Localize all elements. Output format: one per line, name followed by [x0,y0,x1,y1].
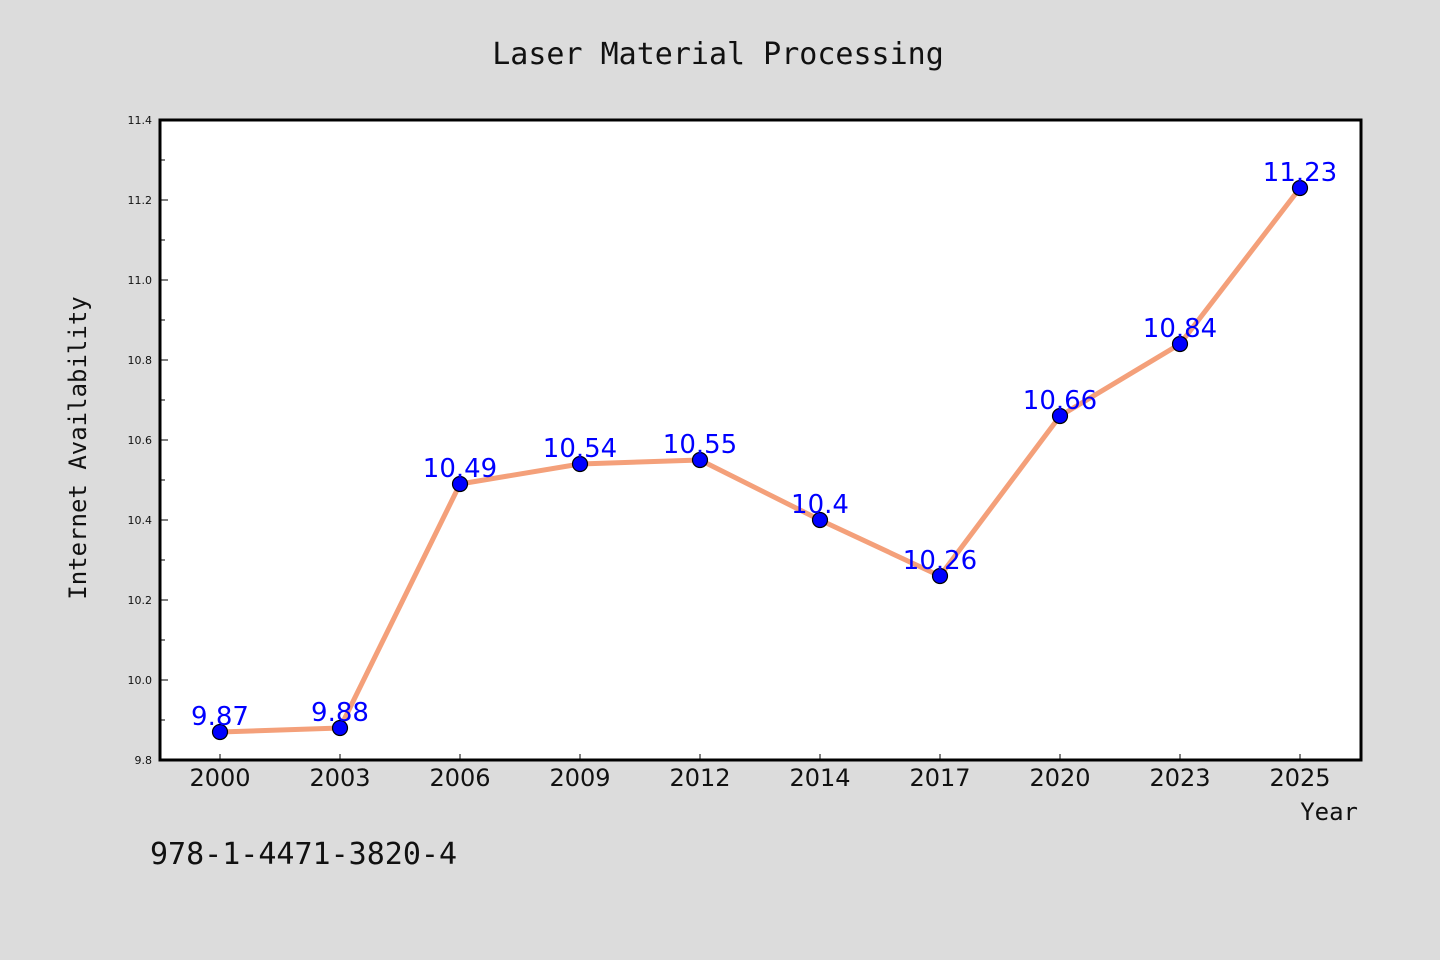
data-label: 9.87 [191,702,249,732]
data-point [1171,335,1189,353]
series-marker-group [211,179,1309,741]
data-point [331,719,349,737]
data-label: 10.4 [791,490,849,520]
data-label: 10.66 [1023,386,1097,416]
x-tick-label: 2006 [429,764,490,792]
data-point [931,567,949,585]
y-tick-label: 10.2 [128,594,153,607]
y-axis-ticks [160,119,168,761]
data-point [1291,179,1309,197]
y-tick-label: 10.0 [128,674,153,687]
data-label: 11.23 [1263,158,1337,188]
data-label: 10.54 [543,434,617,464]
y-tick-label: 9.8 [135,754,153,767]
y-tick-label: 11.4 [128,114,153,127]
x-tick-label: 2025 [1269,764,1330,792]
x-tick-label: 2020 [1029,764,1090,792]
data-point [571,455,589,473]
x-tick-label: 2023 [1149,764,1210,792]
y-tick-label: 11.2 [128,194,153,207]
data-label: 10.26 [903,546,977,576]
x-tick-label: 2017 [909,764,970,792]
x-tick-label: 2000 [189,764,250,792]
x-axis-ticks [219,754,1301,760]
data-point [691,451,709,469]
y-tick-label: 10.4 [128,514,153,527]
y-axis-label: Internet Availability [64,296,92,599]
y-tick-label: 10.6 [128,434,153,447]
series-line [217,185,1303,735]
x-tick-label: 2014 [789,764,850,792]
data-label: 10.49 [423,454,497,484]
x-axis-tick-labels: 2000 2003 2006 2009 2012 2014 2017 2020 2023 2025 [189,764,1330,792]
y-tick-label: 11.0 [128,274,153,287]
chart-title: Laser Material Processing [492,37,944,72]
y-axis-tick-labels: 9.8 10.0 10.2 10.4 10.6 10.8 11.0 11.2 11.4 [128,114,153,767]
data-point [211,723,229,741]
x-tick-label: 2012 [669,764,730,792]
data-point [1051,407,1069,425]
data-point [811,511,829,529]
series-line-group [217,185,1303,735]
x-axis-label: Year [1300,798,1358,826]
data-label: 10.84 [1143,314,1217,344]
data-label: 9.88 [311,698,369,728]
plot-area [158,118,1363,762]
data-label: 10.55 [663,430,737,460]
y-tick-label: 10.8 [128,354,153,367]
data-point [451,475,469,493]
x-tick-label: 2009 [549,764,610,792]
data-label-group: 9.87 9.88 10.49 10.54 10.55 10.4 10.26 10.66 10.… [191,158,1337,732]
isbn-footer: 978-1-4471-3820-4 [150,837,457,872]
x-tick-label: 2003 [309,764,370,792]
